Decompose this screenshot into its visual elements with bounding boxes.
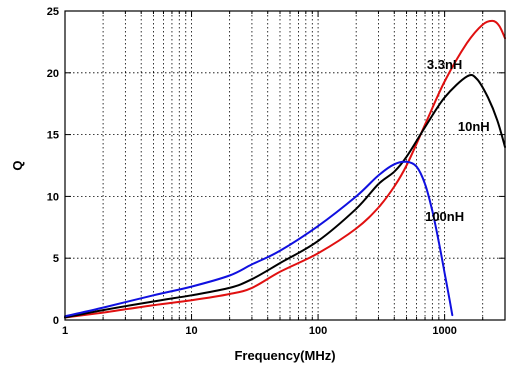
series-line-10nh <box>64 74 506 319</box>
y-tick-label: 25 <box>47 6 59 18</box>
series-labels: 3.3nH 10nH 100nH <box>425 57 490 224</box>
axis-ticks: 1 10 100 1000 0 5 10 15 20 25 <box>47 6 506 337</box>
y-tick-label: 20 <box>47 68 59 80</box>
grid <box>65 11 505 320</box>
y-axis-label: Q <box>10 160 25 170</box>
series-line-3.3nh <box>64 19 506 319</box>
plot-series <box>64 19 506 319</box>
series-line-100nh <box>64 160 454 318</box>
y-tick-label: 5 <box>53 253 59 265</box>
plot-frame <box>64 10 506 321</box>
series-label-3.3nh: 3.3nH <box>427 57 462 72</box>
y-tick-label: 0 <box>53 315 59 327</box>
x-axis-label: Frequency(MHz) <box>234 348 335 363</box>
series-label-100nh: 100nH <box>425 209 464 224</box>
x-tick-label: 10 <box>185 325 197 337</box>
y-tick-label: 10 <box>47 191 59 203</box>
y-tick-label: 15 <box>47 130 59 142</box>
series-label-10nh: 10nH <box>458 119 490 134</box>
x-tick-label: 100 <box>309 325 327 337</box>
x-tick-label: 1 <box>62 325 68 337</box>
x-tick-label: 1000 <box>432 325 456 337</box>
